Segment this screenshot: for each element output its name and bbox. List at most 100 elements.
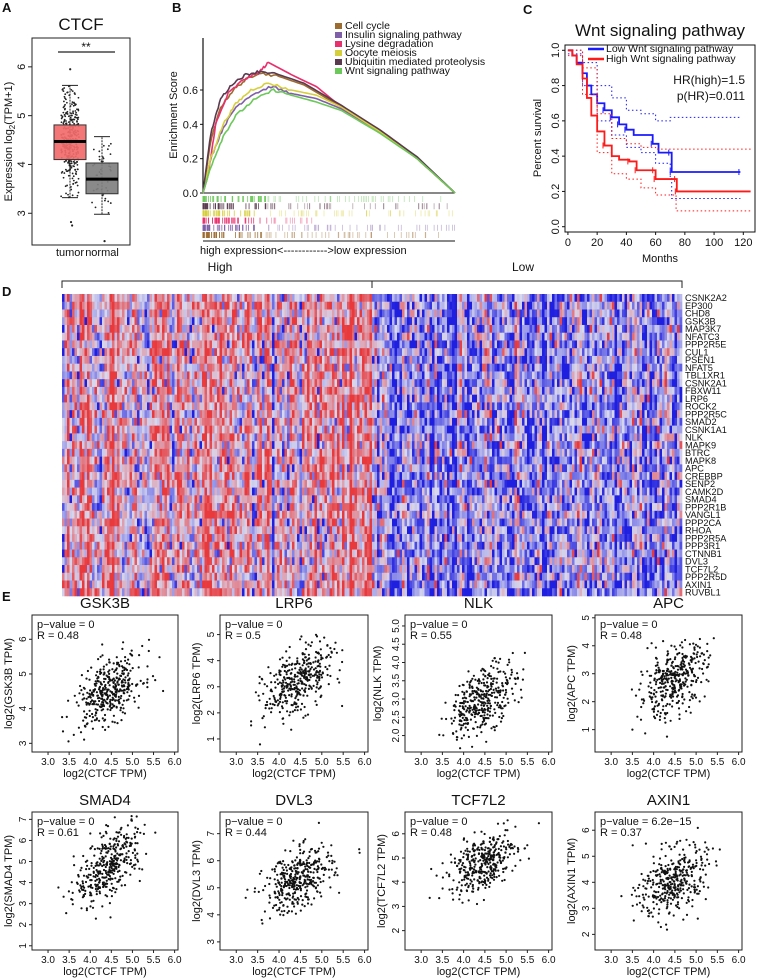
heatmap-cell xyxy=(654,340,658,349)
heatmap-cell xyxy=(194,386,198,395)
heatmap-cell xyxy=(294,386,298,395)
heatmap-cell xyxy=(119,379,123,388)
heatmap-cell xyxy=(412,317,415,326)
heatmap-cell xyxy=(192,394,195,403)
heatmap-cell xyxy=(77,417,80,426)
heatmap-cell xyxy=(457,410,460,419)
heatmap-cell xyxy=(64,410,68,419)
heatmap-cell xyxy=(167,410,170,419)
heatmap-cell xyxy=(544,355,548,364)
heatmap-cell xyxy=(107,340,110,349)
heatmap-cell xyxy=(339,379,343,388)
heatmap-cell xyxy=(339,309,343,318)
heatmap-cell xyxy=(269,294,273,303)
heatmap-cell xyxy=(424,301,428,310)
heatmap-cell xyxy=(177,294,180,303)
heatmap-cell xyxy=(284,402,288,411)
heatmap-cell xyxy=(307,394,310,403)
heatmap-cell xyxy=(94,301,98,310)
heatmap-cell xyxy=(87,324,90,334)
heatmap-cell xyxy=(407,386,410,395)
heatmap-cell xyxy=(449,379,453,388)
heatmap-cell xyxy=(149,363,153,372)
heatmap-cell xyxy=(309,317,313,326)
heatmap-cell xyxy=(164,301,168,310)
heatmap-cell xyxy=(87,355,90,364)
heatmap-cell xyxy=(62,379,65,388)
heatmap-cell xyxy=(384,301,388,310)
heatmap-cell xyxy=(132,371,135,380)
heatmap-cell xyxy=(112,332,115,341)
heatmap-cell xyxy=(589,402,593,411)
heatmap-cell xyxy=(267,340,270,349)
heatmap-cell xyxy=(249,309,253,318)
heatmap-cell xyxy=(567,379,570,388)
heatmap-cell xyxy=(449,371,453,380)
heatmap-cell xyxy=(499,340,503,349)
heatmap-cell xyxy=(524,348,528,357)
heatmap-cell xyxy=(564,386,568,395)
heatmap-cell xyxy=(349,324,353,334)
p-annotation: p(HR)=0.011 xyxy=(677,89,745,103)
heatmap-cell xyxy=(199,309,203,318)
heatmap-cell xyxy=(437,371,440,380)
heatmap-cell xyxy=(144,294,148,303)
heatmap-cell xyxy=(602,394,605,403)
heatmap-cell xyxy=(77,340,80,349)
heatmap-cell xyxy=(497,294,500,303)
heatmap-cell xyxy=(167,386,170,395)
heatmap-cell xyxy=(219,340,223,349)
heatmap-cell xyxy=(137,309,140,318)
heatmap-cell xyxy=(494,363,498,372)
heatmap-cell xyxy=(107,294,110,303)
heatmap-cell xyxy=(612,348,615,357)
heatmap-cell xyxy=(497,402,500,411)
heatmap-cell xyxy=(299,379,303,388)
heatmap-cell xyxy=(337,355,340,364)
heatmap-cell xyxy=(272,394,275,403)
heatmap-cell xyxy=(552,348,555,357)
heatmap-cell xyxy=(659,309,663,318)
heatmap-cell xyxy=(324,410,328,419)
heatmap-cell xyxy=(264,294,268,303)
heatmap-cell xyxy=(597,309,600,318)
heatmap-cell xyxy=(609,355,613,364)
heatmap-cell xyxy=(234,324,238,334)
heatmap-cell xyxy=(614,402,618,411)
heatmap-cell xyxy=(452,301,455,310)
heatmap-cell xyxy=(69,386,73,395)
heatmap-cell xyxy=(234,294,238,303)
heatmap-cell xyxy=(482,386,485,395)
heatmap-cell xyxy=(487,402,490,411)
heatmap-cell xyxy=(194,340,198,349)
heatmap-cell xyxy=(79,309,83,318)
heatmap-cell xyxy=(252,379,255,388)
heatmap-cell xyxy=(204,410,208,419)
heatmap-cell xyxy=(247,301,250,310)
data-point xyxy=(77,122,80,125)
heatmap-cell xyxy=(147,363,150,372)
heatmap-cell xyxy=(457,294,460,303)
heatmap-cell xyxy=(162,294,165,303)
heatmap-cell xyxy=(127,355,130,364)
heatmap-cell xyxy=(444,348,448,357)
heatmap-cell xyxy=(474,379,478,388)
heatmap-cell xyxy=(182,301,185,310)
heatmap-cell xyxy=(79,371,83,380)
heatmap-cell xyxy=(347,332,350,341)
heatmap-cell xyxy=(669,294,673,303)
heatmap-cell xyxy=(442,294,445,303)
heatmap-cell xyxy=(567,394,570,403)
data-point xyxy=(74,110,77,112)
heatmap-cell xyxy=(364,294,368,303)
heatmap-cell xyxy=(352,294,355,303)
hr-annotation: HR(high)=1.5 xyxy=(673,73,745,87)
heatmap-cell xyxy=(142,340,145,349)
heatmap-cell xyxy=(77,309,80,318)
heatmap-cell xyxy=(527,332,530,341)
heatmap-cell xyxy=(182,348,185,357)
heatmap-cell xyxy=(187,355,190,364)
heatmap-cell xyxy=(69,355,73,364)
heatmap-cell xyxy=(82,332,85,341)
heatmap-cell xyxy=(599,324,603,334)
